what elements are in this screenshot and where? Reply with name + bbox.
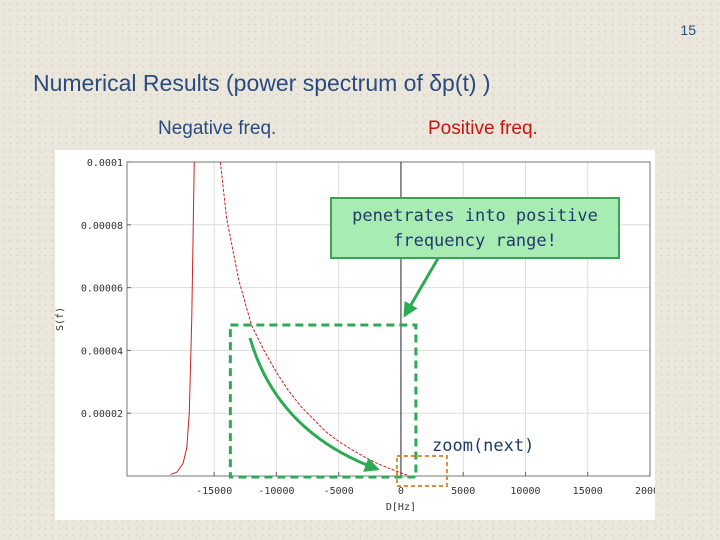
- slide-title: Numerical Results (power spectrum of δp(…: [33, 70, 491, 96]
- x-tick-label: 15000: [573, 486, 603, 497]
- spectrum-series-1: [170, 161, 195, 475]
- y-tick-label: 0.00006: [81, 284, 123, 295]
- curve-arrow: [248, 337, 380, 472]
- x-tick-label: -10000: [258, 486, 294, 497]
- y-tick-label: 0.0001: [87, 158, 123, 169]
- slide-number: 15: [680, 22, 696, 38]
- positive-freq-label: Positive freq.: [428, 118, 538, 139]
- y-tick-label: 0.00004: [81, 346, 123, 357]
- x-tick-label: 5000: [451, 486, 475, 497]
- series-layer: [170, 161, 408, 476]
- y-axis-label: S(f): [55, 307, 66, 331]
- zoom-label: zoom(next): [432, 436, 535, 456]
- x-tick-label: 0: [398, 486, 404, 497]
- y-tick-label: 0.00002: [81, 409, 123, 420]
- highlight-box: [228, 323, 418, 479]
- x-tick-label: -15000: [196, 486, 232, 497]
- overlay-layer: [228, 254, 448, 487]
- axes-layer: -15000 -10000 -5000 0 5000 10000 15000 20000 0.0…: [55, 158, 655, 513]
- y-tick-label: 0.00008: [81, 221, 123, 232]
- spectrum-series-2: [219, 161, 408, 476]
- callout-box: penetrates into positive frequency range…: [330, 197, 620, 259]
- callout-arrow: [403, 254, 442, 318]
- x-tick-label: 20000: [635, 486, 655, 497]
- negative-freq-label: Negative freq.: [158, 118, 277, 139]
- x-axis-label: D[Hz]: [386, 502, 416, 513]
- x-tick-label: -5000: [324, 486, 354, 497]
- x-tick-label: 10000: [510, 486, 540, 497]
- zoom-box: [395, 455, 448, 487]
